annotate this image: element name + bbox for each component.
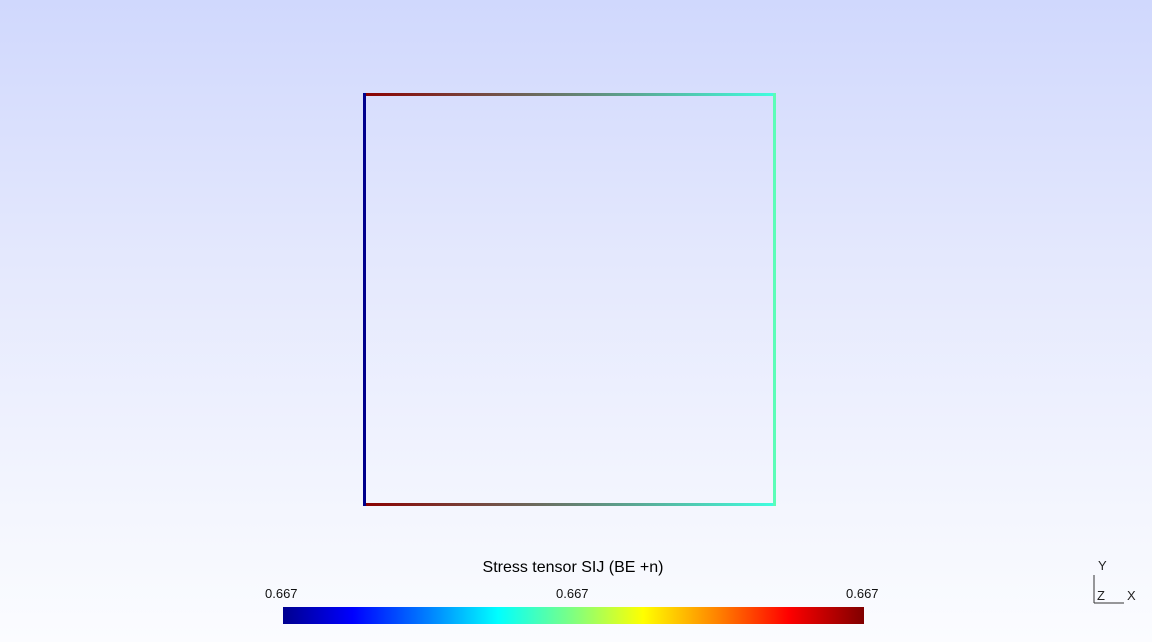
mesh-left-edge [363,93,366,506]
mesh-top-edge [364,93,776,96]
axis-y-label: Y [1098,558,1107,573]
colorbar-tick-left: 0.667 [265,586,298,601]
colorbar-tick-mid: 0.667 [556,586,589,601]
mesh-bottom-edge [364,503,776,506]
axis-x-label: X [1127,588,1136,603]
colorbar-gradient [283,607,864,624]
mesh-square [363,93,776,506]
colorbar-tick-right: 0.667 [846,586,879,601]
mesh-right-edge [773,93,776,506]
axis-z-label: Z [1097,588,1105,603]
orientation-axes [1093,575,1124,604]
colorbar-title: Stress tensor SIJ (BE +n) [482,559,664,576]
